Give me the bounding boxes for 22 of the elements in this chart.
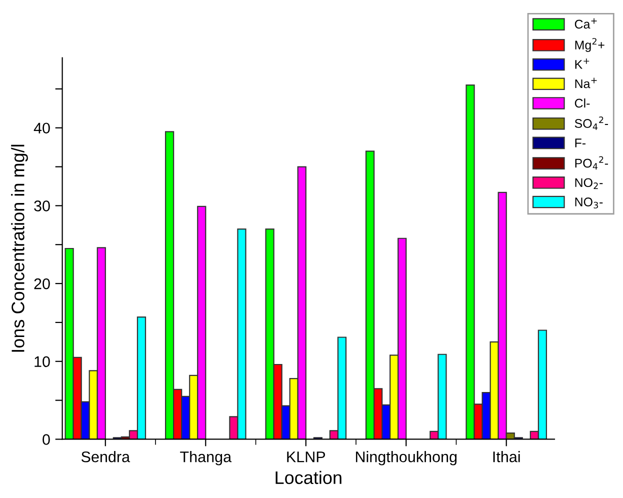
legend-label: NO$_{3}$- (575, 198, 603, 208)
y-tick-label: 30 (34, 200, 50, 212)
y-tick-label: 10 (34, 356, 50, 368)
legend-label: K$^{+}$ (575, 58, 590, 69)
legend-label: Mg$^{2}$+ (575, 38, 604, 52)
legend-label: Na$^{+}$ (575, 78, 597, 88)
x-tick-label: KLNP (287, 452, 326, 462)
x-axis-title: Location (276, 470, 342, 484)
legend-label: SO$_{4}$$^{2}$- (574, 116, 608, 130)
x-tick-label: Ningthoukhong (356, 451, 457, 466)
legend-label: NO$_{2}$- (575, 178, 603, 189)
x-tick-label: Ithai (493, 451, 520, 462)
y-tick-label: 40 (34, 122, 50, 134)
y-tick-label: 0 (42, 434, 50, 445)
legend-label: F- (575, 138, 586, 148)
legend-label: Cl- (574, 98, 590, 108)
x-tick-label: Thanga (180, 451, 232, 466)
legend-label: Ca$^{+}$ (574, 18, 597, 29)
y-axis-title: Ions Concentration in mg/l (11, 144, 28, 352)
x-tick-label: Sendra (81, 451, 130, 462)
legend-label: PO$_{4}$$^{2}$- (575, 156, 608, 170)
y-tick-label: 20 (34, 278, 50, 290)
